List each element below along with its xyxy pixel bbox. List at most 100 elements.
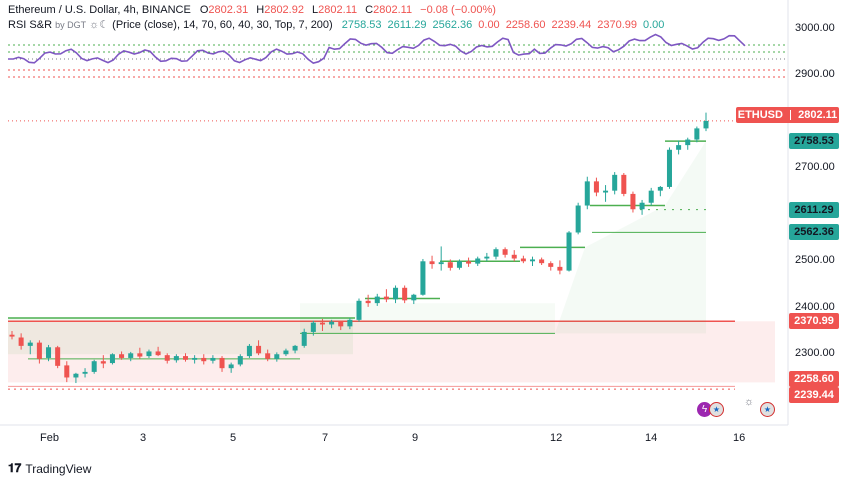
candle — [566, 231, 572, 272]
candle — [119, 351, 125, 360]
tv-logo-text: TradingView — [25, 461, 92, 476]
indicator-value: 2611.29 — [387, 19, 427, 31]
candle — [9, 331, 15, 340]
candle — [155, 346, 161, 357]
candle-body — [274, 354, 280, 359]
indicator-settings-icon[interactable]: ☼☾ — [89, 19, 110, 31]
candle-body — [520, 258, 526, 262]
rsi-pane — [8, 33, 785, 78]
price-tick: 2700.00 — [795, 161, 835, 174]
candle — [182, 353, 189, 362]
flash-icon[interactable]: ϟ — [697, 402, 712, 417]
tradingview-logo[interactable]: 𝟏𝟕 TradingView — [8, 461, 91, 476]
candle-body — [648, 190, 654, 203]
candle-body — [265, 353, 271, 359]
candle — [493, 247, 499, 260]
symbol-title: Ethereum / U.S. Dollar, 4h, BINANCE — [8, 4, 191, 16]
candle — [411, 293, 417, 305]
candle-body — [383, 296, 389, 300]
candle — [109, 353, 115, 365]
current-symbol: ETHUSD — [737, 109, 783, 121]
candle — [393, 285, 399, 304]
candle — [319, 318, 325, 331]
candle — [237, 354, 243, 367]
indicator-value: 0.00 — [478, 19, 500, 31]
candle — [283, 348, 289, 357]
level-price-tag: 2258.60 — [789, 371, 839, 387]
candle — [630, 191, 636, 213]
candle-body — [192, 357, 198, 360]
candle-body — [27, 342, 33, 346]
candle-body — [201, 357, 207, 362]
candle — [438, 246, 444, 271]
candle-body — [657, 186, 663, 191]
support-zone-mid — [300, 303, 555, 334]
candle — [456, 259, 462, 270]
candle-body — [237, 356, 243, 365]
candle-body — [466, 261, 472, 264]
candle-body — [55, 347, 61, 366]
candle — [593, 177, 599, 197]
candle-body — [539, 259, 545, 264]
rsi-line — [8, 33, 746, 64]
candles — [9, 112, 709, 384]
candle-body — [256, 345, 262, 354]
candle — [356, 298, 362, 322]
candle-body — [502, 249, 508, 255]
candle-body — [694, 128, 700, 140]
candle — [511, 250, 517, 262]
time-tick: 3 — [140, 432, 147, 444]
candle-body — [36, 342, 42, 359]
current-price-tag: ETHUSD 2802.11 — [736, 107, 839, 123]
indicator-legend[interactable]: RSI S&R by DGT ☼☾ (Price (close), 14, 70… — [8, 19, 664, 32]
price-tick: 3000.00 — [795, 21, 835, 34]
candle-body — [639, 202, 645, 210]
candle — [466, 257, 472, 267]
candle — [219, 356, 225, 372]
candle-body — [246, 345, 252, 357]
candle-body — [420, 261, 426, 295]
candle-body — [82, 371, 88, 374]
indicator-value: 2239.44 — [551, 19, 592, 31]
current-price: 2802.11 — [798, 109, 838, 121]
flag-icon-2[interactable]: ★ — [760, 402, 775, 417]
time-tick: 5 — [230, 432, 237, 444]
candle-body — [301, 331, 307, 346]
candle-body — [283, 350, 289, 355]
candle — [694, 126, 700, 143]
candle-body — [429, 261, 435, 265]
time-tick: Feb — [40, 432, 59, 444]
resistance-zone — [8, 321, 775, 383]
candle-body — [137, 353, 143, 357]
candle-body — [393, 287, 399, 300]
candle — [484, 252, 490, 262]
candle — [557, 260, 563, 275]
candle-body — [557, 266, 563, 271]
candle-body — [402, 287, 408, 301]
candle — [475, 256, 481, 266]
candle — [100, 355, 106, 369]
candle-body — [338, 321, 344, 327]
candle-body — [155, 351, 161, 356]
candle-body — [584, 181, 590, 206]
sun-icon[interactable]: ☼ — [744, 396, 755, 408]
candle-body — [621, 174, 627, 194]
candle-body — [73, 373, 79, 378]
candle-body — [411, 294, 417, 301]
candle-body — [447, 262, 453, 268]
candle-body — [109, 354, 115, 364]
low-label: L — [312, 4, 319, 16]
flag-icon[interactable]: ★ — [709, 402, 724, 417]
candle-body — [9, 334, 15, 337]
symbol-legend[interactable]: Ethereum / U.S. Dollar, 4h, BINANCE O280… — [8, 4, 496, 17]
candle — [529, 256, 536, 266]
level-price-tag: 2562.36 — [789, 224, 839, 241]
candle — [256, 340, 262, 356]
candle-body — [566, 232, 572, 271]
indicator-value: 0.00 — [642, 19, 665, 31]
candle-body — [438, 262, 444, 265]
candle — [666, 147, 672, 189]
price-tick: 2300.00 — [795, 347, 835, 360]
